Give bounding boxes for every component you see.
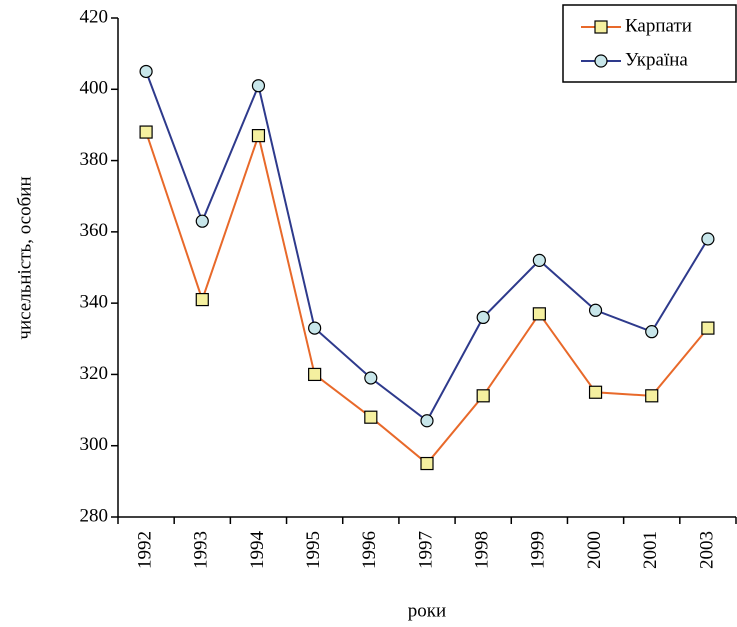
series-line — [145, 71, 709, 423]
data-point — [420, 414, 434, 428]
legend-marker — [594, 54, 608, 68]
data-point — [588, 303, 603, 317]
data-point — [476, 389, 490, 403]
y-tick-label: 380 — [80, 149, 109, 170]
x-tick-label: 1995 — [303, 531, 324, 569]
legend-box — [562, 4, 737, 83]
x-tick-label: 1996 — [359, 531, 380, 569]
legend-marker — [594, 20, 608, 34]
x-tick-label: 1992 — [134, 531, 155, 569]
data-point — [532, 307, 546, 321]
x-axis-title: роки — [408, 600, 446, 621]
data-point — [308, 321, 322, 335]
data-point — [645, 325, 659, 339]
data-point — [139, 125, 153, 139]
data-point — [420, 456, 434, 471]
y-tick-label: 400 — [80, 78, 109, 99]
x-tick-label: 1994 — [247, 531, 268, 570]
data-point — [476, 310, 490, 324]
x-tick-label: 2000 — [584, 531, 605, 569]
y-axis-title: чисельність, особин — [14, 176, 35, 339]
data-point — [195, 214, 209, 228]
legend-label: Україна — [625, 49, 688, 70]
y-tick-label: 340 — [80, 292, 109, 313]
legend-label: Карпати — [625, 15, 692, 36]
data-point — [532, 253, 546, 267]
data-point — [645, 389, 659, 403]
series-line — [145, 131, 709, 465]
x-tick-label: 1999 — [528, 531, 549, 569]
x-tick-label: 2001 — [640, 531, 661, 569]
data-point — [251, 79, 266, 93]
data-point — [139, 64, 153, 79]
data-point — [701, 232, 715, 246]
data-point — [308, 367, 322, 382]
x-tick-label: 2003 — [696, 531, 717, 569]
y-tick-label: 280 — [80, 505, 109, 526]
data-point — [701, 321, 715, 335]
y-tick-label: 420 — [80, 6, 109, 27]
data-point — [588, 385, 603, 399]
data-point — [251, 129, 266, 143]
data-point — [195, 292, 209, 307]
x-tick-label: 1997 — [415, 531, 436, 569]
y-tick-label: 360 — [80, 220, 109, 241]
x-tick-label: 1993 — [191, 531, 212, 569]
x-tick-label: 1998 — [472, 531, 493, 569]
y-tick-label: 300 — [80, 434, 109, 455]
y-tick-label: 320 — [80, 363, 109, 384]
data-point — [364, 410, 378, 424]
data-point — [364, 371, 378, 385]
